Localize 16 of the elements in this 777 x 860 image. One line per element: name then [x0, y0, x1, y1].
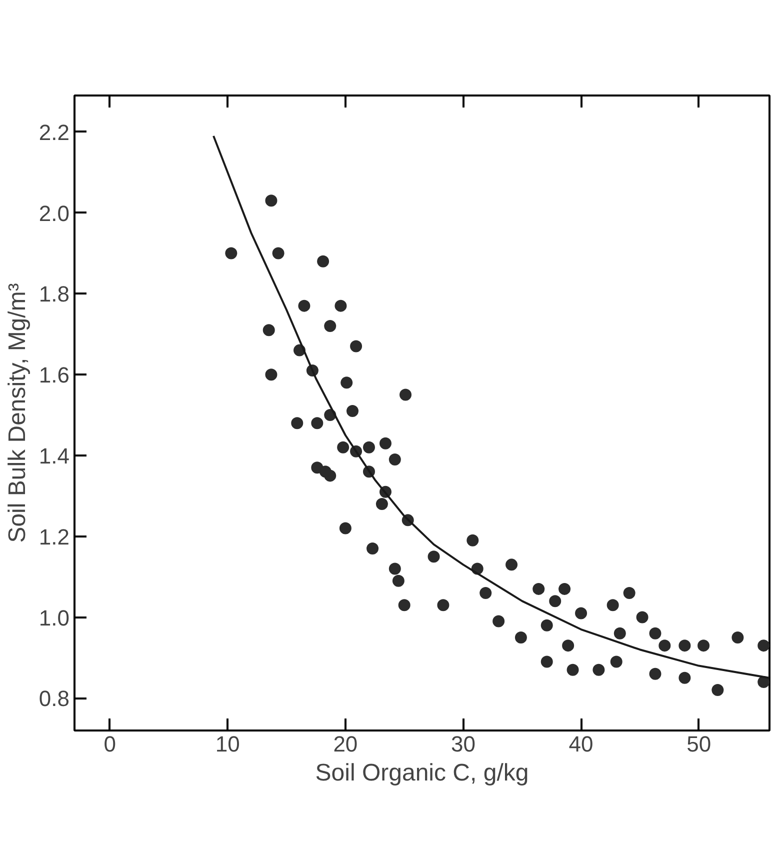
y-tick-label: 1.0 — [38, 605, 70, 630]
x-tick-label: 0 — [104, 732, 116, 756]
y-tick-label: 1.8 — [38, 282, 70, 307]
x-axis-title: Soil Organic C, g/kg — [315, 760, 529, 786]
x-tick-label: 30 — [450, 732, 476, 756]
y-tick-label: 2.2 — [38, 120, 70, 145]
y-tick-label: 2.0 — [38, 200, 70, 226]
x-tick-label: 20 — [333, 732, 358, 756]
x-tick-label: 10 — [215, 732, 240, 756]
y-axis-title: Soil Bulk Density, Mg/m³ — [4, 283, 31, 543]
y-tick-label: 1.6 — [38, 362, 70, 388]
y-tick-label: 1.2 — [38, 524, 70, 550]
y-tick-label: 0.8 — [38, 686, 70, 712]
x-tick-label: 40 — [568, 732, 594, 756]
x-tick-label: 50 — [686, 732, 712, 756]
y-tick-label: 1.4 — [38, 443, 70, 468]
